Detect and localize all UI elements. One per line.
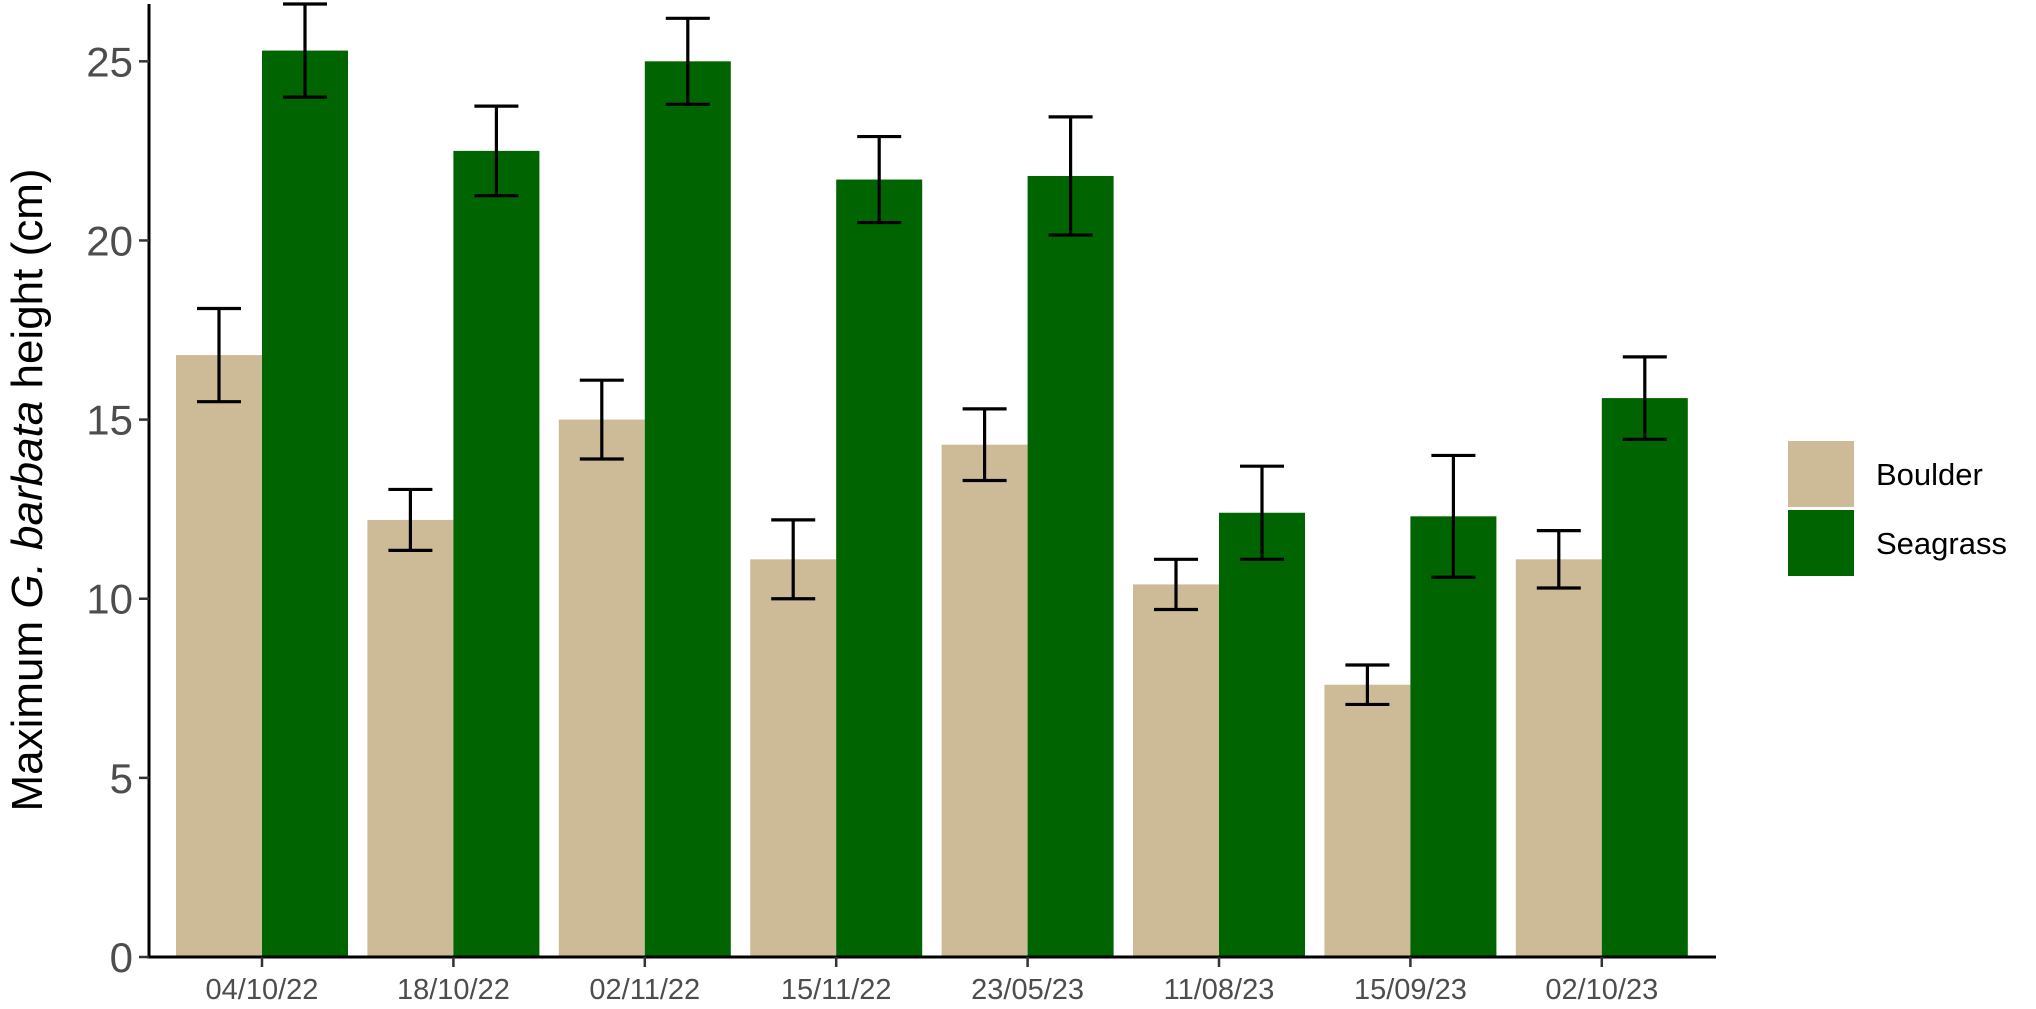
y-tick-label: 25 xyxy=(86,38,133,85)
bar-boulder-7 xyxy=(1324,684,1411,957)
y-axis-label-prefix: Maximum xyxy=(3,609,52,812)
error-bar-boulder-4 xyxy=(771,518,816,601)
error-bar-seagrass-4 xyxy=(857,134,902,225)
bars-layer xyxy=(176,50,1688,958)
bar-seagrass-1 xyxy=(262,50,348,957)
x-tick-label: 02/10/23 xyxy=(1545,974,1658,1004)
bar-seagrass-4 xyxy=(836,179,923,958)
bar-seagrass-8 xyxy=(1601,398,1688,957)
y-tick-label: 0 xyxy=(110,934,133,981)
x-tick-label: 04/10/22 xyxy=(206,974,319,1004)
y-ticks: 0 5 10 15 20 25 xyxy=(86,38,149,981)
error-bar-seagrass-8 xyxy=(1622,355,1667,441)
x-tick-label: 23/05/23 xyxy=(971,974,1084,1004)
bar-seagrass-7 xyxy=(1410,516,1497,957)
legend-label-seagrass: Seagrass xyxy=(1876,526,2007,561)
x-tick-label: 15/09/23 xyxy=(1354,974,1467,1004)
legend-label-boulder: Boulder xyxy=(1876,457,1983,492)
error-bar-seagrass-5 xyxy=(1048,115,1093,237)
x-tick-label: 02/11/22 xyxy=(589,974,700,1004)
error-bar-boulder-5 xyxy=(962,407,1007,483)
error-bar-seagrass-1 xyxy=(283,2,327,99)
legend-key-boulder xyxy=(1788,441,1854,507)
x-tick-label: 15/11/22 xyxy=(781,974,892,1004)
bar-boulder-5 xyxy=(941,444,1028,957)
y-tick-label: 5 xyxy=(110,755,133,802)
error-bar-boulder-7 xyxy=(1345,663,1390,707)
legend: Boulder Seagrass xyxy=(1788,441,2007,576)
y-tick-label: 10 xyxy=(86,576,133,623)
y-axis-label-species: G. barbata xyxy=(3,401,52,609)
x-tick-label: 18/10/22 xyxy=(397,974,510,1004)
y-tick-label: 15 xyxy=(86,397,133,444)
error-bar-boulder-3 xyxy=(579,378,624,461)
error-bar-seagrass-3 xyxy=(665,16,710,106)
error-bar-seagrass-7 xyxy=(1431,453,1476,579)
bar-boulder-4 xyxy=(750,559,837,957)
x-ticks: 04/10/22 18/10/22 02/11/22 15/11/22 23/05/23… xyxy=(206,957,1658,1006)
x-tick-label: 11/08/23 xyxy=(1164,974,1275,1004)
bar-boulder-1 xyxy=(176,355,262,958)
axes-layer xyxy=(147,4,1716,959)
error-bar-seagrass-2 xyxy=(474,104,519,198)
bar-seagrass-5 xyxy=(1027,175,1114,958)
y-tick-label: 20 xyxy=(86,217,133,264)
error-bar-boulder-8 xyxy=(1536,529,1581,590)
bar-seagrass-3 xyxy=(644,61,731,958)
error-bar-boulder-2 xyxy=(388,487,433,552)
y-axis-label-suffix: height (cm) xyxy=(3,168,52,400)
bar-seagrass-6 xyxy=(1219,512,1305,957)
error-bars-layer xyxy=(197,2,1667,707)
error-bar-boulder-6 xyxy=(1154,557,1198,612)
y-axis-label: Maximum G. barbata height (cm) xyxy=(3,168,52,811)
bar-seagrass-2 xyxy=(453,150,540,957)
error-bar-seagrass-6 xyxy=(1240,464,1284,561)
bar-boulder-2 xyxy=(367,519,454,957)
legend-key-seagrass xyxy=(1788,510,1854,576)
bar-boulder-8 xyxy=(1515,559,1602,957)
bar-boulder-3 xyxy=(558,419,645,957)
error-bar-boulder-1 xyxy=(197,306,241,404)
bar-boulder-6 xyxy=(1133,584,1219,957)
